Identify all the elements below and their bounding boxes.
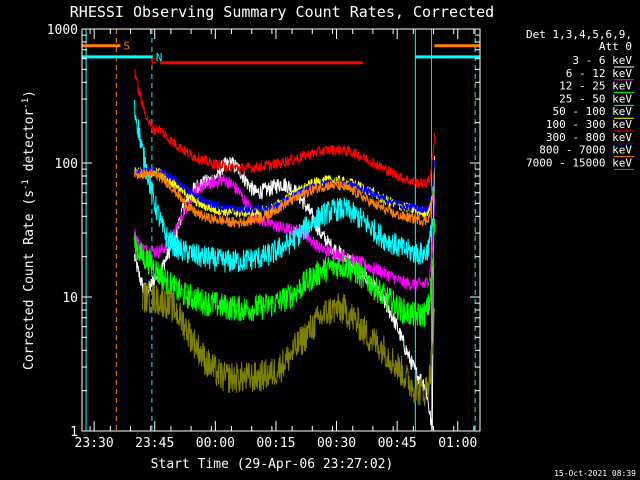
flag-label: F: [150, 57, 157, 70]
legend-entry: 7000 - 15000 keV: [526, 156, 632, 169]
y-axis-label: Corrected Count Rate (s-1 detector-1): [21, 90, 37, 370]
x-tick-label: 00:30: [317, 436, 356, 451]
legend-entry: 300 - 800 keV: [546, 131, 632, 144]
x-tick-label: 00:00: [196, 436, 235, 451]
x-tick-label: 01:00: [438, 436, 477, 451]
x-tick-label: 23:45: [135, 436, 174, 451]
legend-entry: 800 - 7000 keV: [539, 144, 632, 157]
legend-header: Det 1,3,4,5,6,9,: [526, 28, 632, 41]
plot-frame: [81, 28, 481, 432]
legend-entry: 12 - 25 keV: [559, 80, 632, 93]
y-tick-label: 1: [70, 425, 78, 440]
series-line: [134, 174, 436, 291]
chart-title: RHESSI Observing Summary Count Rates, Co…: [70, 3, 494, 21]
x-tick-label: 00:45: [378, 436, 417, 451]
legend-entry: 6 - 12 keV: [566, 67, 633, 80]
flag-label: N: [156, 51, 163, 64]
y-tick-label: 10: [62, 291, 78, 306]
legend-header: Att 0: [599, 40, 632, 53]
y-tick-label: 1000: [47, 23, 78, 38]
legend-entry: 3 - 6 keV: [572, 54, 632, 67]
legend-entry: 25 - 50 keV: [559, 92, 632, 105]
y-tick-label: 100: [55, 157, 78, 172]
series-line: [134, 218, 436, 327]
legend-entry: 50 - 100 keV: [553, 105, 633, 118]
series-line: [134, 99, 436, 273]
timestamp: 15-Oct-2021 08:39: [554, 469, 636, 478]
legend-entry: 100 - 300 keV: [546, 118, 632, 131]
series-line: [134, 160, 436, 214]
flag-label: S: [123, 40, 130, 53]
x-tick-label: 23:30: [75, 436, 114, 451]
x-tick-label: 00:15: [256, 436, 295, 451]
series-line: [134, 167, 436, 230]
series-line: [134, 69, 436, 189]
x-axis-label: Start Time (29-Apr-06 23:27:02): [151, 457, 394, 472]
series-line: [142, 282, 436, 406]
